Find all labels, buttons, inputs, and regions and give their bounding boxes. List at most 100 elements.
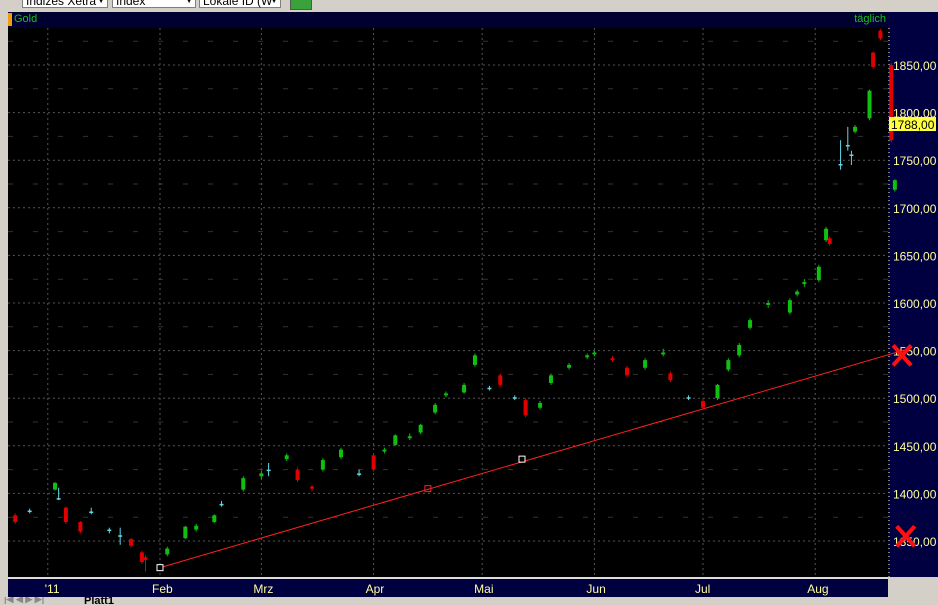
candle-body (78, 521, 83, 532)
x-marker-icon (891, 344, 913, 367)
candle-body (802, 282, 807, 284)
candle-body (129, 539, 134, 546)
color-marker (8, 13, 12, 26)
candle-body (643, 360, 648, 368)
candle-body (56, 498, 61, 500)
candle-body (118, 535, 123, 537)
chart-title: Gold (14, 13, 38, 25)
candle-body (487, 387, 492, 390)
candle-body (393, 435, 398, 445)
candle-body (63, 507, 68, 522)
candle-body (585, 355, 590, 358)
candle-body (219, 503, 224, 506)
candle-body (827, 238, 832, 244)
candle-body (787, 300, 792, 313)
candle-body (661, 352, 666, 355)
candle-body (498, 375, 503, 385)
candle-body (107, 529, 112, 532)
price-chart[interactable]: 1350,001400,001450,001500,001550,001600,… (0, 10, 938, 577)
period-label: täglich (854, 13, 886, 25)
candle-body (241, 478, 246, 490)
id-dropdown[interactable]: Lokale ID (W ▼ (199, 0, 281, 8)
tab-nav-arrows[interactable]: |◀ ◀ ▶ ▶| (4, 597, 45, 604)
candle-body (538, 402, 543, 408)
candle-body (89, 511, 94, 513)
candle-body (726, 360, 731, 370)
candle-body (13, 515, 18, 522)
candle-body (715, 384, 720, 399)
candle-body (407, 436, 412, 439)
chevron-down-icon: ▼ (185, 0, 193, 5)
y-tick-label: 1850,00 (893, 59, 937, 73)
candle-body (339, 449, 343, 458)
x-tick-label: Mrz (253, 582, 274, 596)
x-tick-label: Jun (586, 582, 606, 596)
candle-body (748, 320, 753, 328)
trendline-handle (156, 564, 164, 572)
toolbar: Indizes Xetra ▼ Index ▼ Lokale ID (W ▼ (0, 0, 938, 10)
candle-body (357, 473, 362, 475)
candle-body (878, 30, 883, 39)
candle-body (284, 455, 289, 460)
candle-body (295, 469, 300, 481)
candle-body (889, 65, 894, 141)
candle-body (194, 525, 199, 530)
candle-body (892, 180, 897, 190)
y-tick-label: 1500,00 (893, 392, 937, 406)
candle-body (512, 397, 517, 399)
candle-body (382, 449, 387, 452)
y-tick-label: 1400,00 (893, 487, 937, 501)
x-tick-label: Apr (365, 582, 385, 596)
y-tick-label: 1750,00 (893, 154, 937, 168)
candle-body (320, 460, 325, 470)
y-tick-label: 1450,00 (893, 440, 937, 454)
candle-body (845, 144, 850, 147)
candle-body (853, 126, 858, 132)
x-tick-label: Mai (474, 582, 494, 596)
current-price-label: 1788,00 (891, 118, 935, 132)
candle-body (472, 355, 477, 365)
x-tick-label: '11 (44, 582, 60, 596)
go-button[interactable] (290, 0, 312, 10)
candle-body (310, 486, 315, 489)
chevron-down-icon: ▼ (97, 0, 105, 5)
candle-body (212, 515, 217, 522)
candle-body (183, 526, 188, 539)
trendline (159, 349, 906, 569)
candle-body (816, 266, 821, 281)
candle-body (737, 344, 742, 356)
chevron-down-icon: ▼ (270, 0, 278, 5)
trendline-handle (518, 455, 526, 463)
candle-body (610, 358, 615, 361)
candle-body (143, 557, 148, 561)
candle-body (701, 401, 705, 408)
candle-body (548, 375, 553, 383)
candle-body (139, 552, 144, 562)
candle-body (371, 455, 376, 470)
y-axis-panel (888, 12, 938, 577)
candle-body (462, 384, 467, 393)
candle-body (433, 404, 438, 413)
x-tick-label: Feb (152, 582, 173, 596)
candle-body (871, 52, 876, 67)
candle-body (686, 397, 691, 399)
candle-body (266, 469, 271, 472)
candle-body (165, 548, 170, 555)
x-tick-label: Jul (695, 582, 711, 596)
candle-body (795, 291, 800, 295)
y-tick-label: 1600,00 (893, 297, 937, 311)
type-dropdown[interactable]: Index ▼ (112, 0, 196, 8)
y-tick-label: 1700,00 (893, 202, 937, 216)
trendline-handle (424, 485, 432, 493)
candle-body (418, 424, 423, 433)
market-dropdown[interactable]: Indizes Xetra ▼ (22, 0, 108, 8)
candle-body (668, 373, 673, 381)
candle-body (849, 154, 854, 156)
candle-body (624, 367, 629, 376)
candle-body (53, 482, 58, 490)
current-price-box (889, 117, 936, 132)
chart-header: Gold täglich (8, 12, 888, 28)
sheet-tab-bar: |◀ ◀ ▶ ▶| Platt1 (0, 597, 938, 605)
sheet-tab[interactable]: Platt1 (84, 597, 114, 605)
